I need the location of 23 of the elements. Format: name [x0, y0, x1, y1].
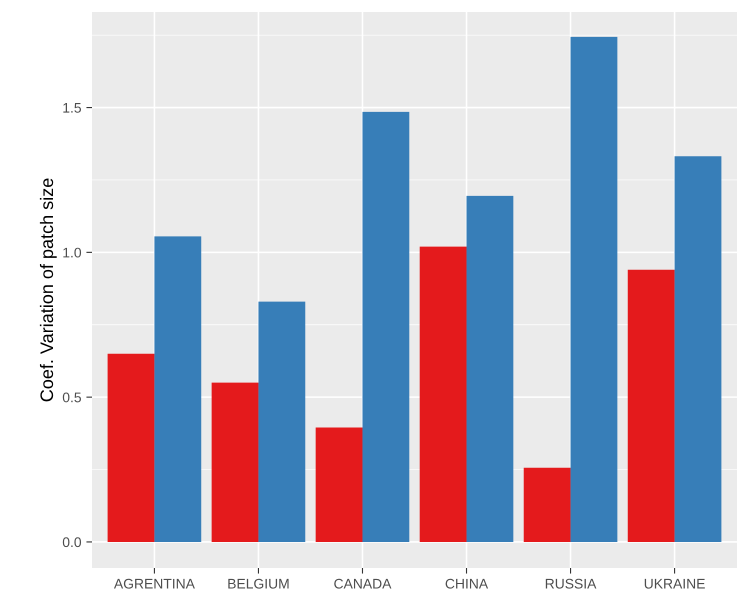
- y-tick-label: 1.0: [63, 248, 82, 258]
- bar: [212, 382, 258, 542]
- x-tick-label: AGRENTINA: [114, 578, 195, 589]
- bar: [316, 428, 362, 542]
- bar: [258, 302, 306, 542]
- bar: [628, 270, 675, 542]
- x-tick-label: RUSSIA: [546, 578, 596, 589]
- y-tick-label: 1.5: [63, 103, 82, 113]
- y-tick-label: 0.5: [62, 392, 82, 402]
- bar: [466, 196, 514, 542]
- x-tick-label: BELGIUM: [228, 578, 289, 589]
- bar: [674, 156, 722, 542]
- bar: [362, 112, 410, 542]
- x-tick-label: CHINA: [446, 578, 488, 589]
- y-tick-label: 0.0: [62, 537, 82, 548]
- x-tick-label: UKRAINE: [644, 578, 705, 589]
- y-axis-title: Coef. Variation of patch size: [40, 178, 57, 402]
- bar: [420, 246, 467, 542]
- bar: [154, 236, 202, 542]
- bar: [108, 354, 154, 542]
- bar: [524, 468, 571, 542]
- x-tick-label: CANADA: [334, 578, 392, 589]
- bar: [570, 36, 618, 542]
